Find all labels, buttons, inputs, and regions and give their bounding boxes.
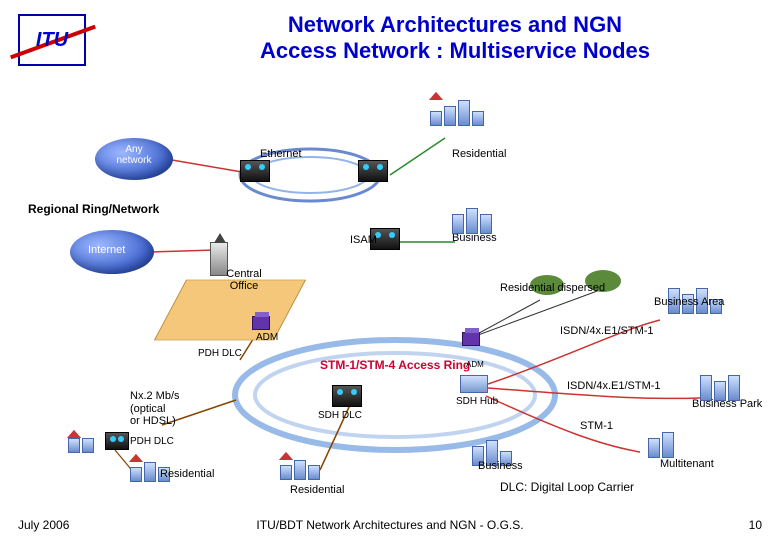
label-sdh-hub: SDH Hub	[456, 396, 498, 407]
label-business-bot: Business	[478, 460, 523, 472]
title-line-2: Access Network : Multiservice Nodes	[260, 38, 650, 63]
buildings-business-mid	[452, 208, 492, 234]
title-line-1: Network Architectures and NGN	[288, 12, 622, 37]
label-central-office: CentralOffice	[218, 268, 270, 292]
buildings-res-bl-tiny	[68, 438, 94, 453]
pdh-dlc-box-2	[105, 432, 129, 450]
label-isdn-1: ISDN/4x.E1/STM-1	[560, 325, 654, 337]
label-internet: Internet	[88, 244, 125, 256]
label-ethernet: Ethernet	[260, 148, 302, 160]
label-nx2: Nx.2 Mb/s(opticalor HDSL)	[130, 390, 180, 428]
label-adm: ADM	[256, 332, 278, 343]
footer-page-number: 10	[749, 518, 762, 532]
footer-center: ITU/BDT Network Architectures and NGN - …	[0, 518, 780, 532]
label-multitenant: Multitenant	[660, 458, 714, 470]
label-stm1: STM-1	[580, 420, 613, 432]
label-dlc-def: DLC: Digital Loop Carrier	[500, 480, 634, 494]
label-pdh-dlc-1: PDH DLC	[198, 348, 242, 359]
buildings-res-bl2	[280, 460, 320, 480]
label-residential-top: Residential	[452, 148, 506, 160]
label-any-network: Anynetwork	[103, 144, 165, 166]
buildings-residential-top	[430, 100, 484, 126]
label-isam: ISAM	[350, 234, 377, 246]
label-sdh-dlc: SDH DLC	[318, 410, 362, 421]
itu-logo: ITU	[18, 14, 86, 66]
label-residential-bl: Residential	[160, 468, 214, 480]
label-residential-dispersed: Residential dispersed	[500, 282, 605, 294]
node-box-right	[358, 160, 388, 182]
logo-text: ITU	[36, 29, 68, 52]
label-residential-bl2: Residential	[290, 484, 344, 496]
sdh-hub	[460, 375, 488, 393]
label-business-park: Business Park	[692, 398, 762, 410]
node-box-left	[240, 160, 270, 182]
label-access-ring: STM-1/STM-4 Access Ring	[320, 358, 470, 372]
adm-small-icon	[462, 332, 480, 346]
label-pdh-dlc-2: PDH DLC	[130, 436, 174, 447]
label-isdn-2: ISDN/4x.E1/STM-1	[567, 380, 661, 392]
label-adm-small: ADM	[466, 360, 484, 369]
label-regional-ring: Regional Ring/Network	[28, 202, 159, 216]
label-business-area: Business Area	[654, 296, 724, 308]
buildings-multitenant	[648, 432, 674, 458]
adm-icon	[252, 316, 270, 330]
sdh-dlc-box	[332, 385, 362, 407]
page-title: Network Architectures and NGN Access Net…	[150, 12, 760, 65]
